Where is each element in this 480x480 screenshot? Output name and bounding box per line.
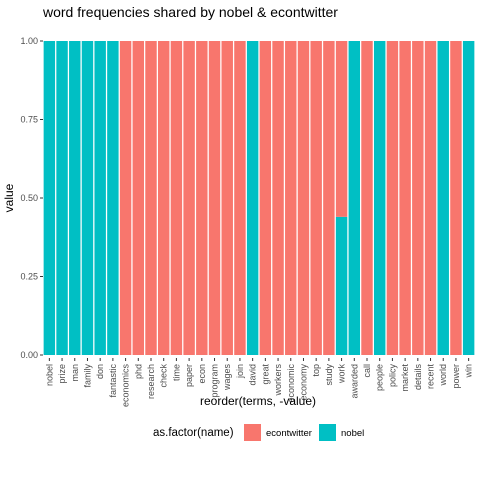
- bar-econtwitter-program: [208, 41, 221, 355]
- x-tick-label: power: [451, 364, 461, 389]
- y-axis-title: value: [2, 183, 16, 212]
- x-axis-title: reorder(terms, -value): [200, 394, 316, 408]
- bar-nobel-world: [437, 41, 449, 355]
- bar-econtwitter-time: [170, 41, 183, 355]
- x-tick-label: market: [400, 364, 410, 392]
- x-tick-label: policy: [387, 364, 397, 388]
- y-tick-label: 1.00: [20, 36, 38, 46]
- bar-nobel-family: [81, 41, 94, 355]
- bar-econtwitter-power: [450, 41, 462, 355]
- x-tick-label: time: [171, 364, 181, 381]
- x-tick-label: economics: [121, 364, 131, 408]
- x-tick-label: nobel: [44, 364, 54, 386]
- x-tick-label: win: [464, 364, 474, 379]
- legend: as.factor(name) econtwitter nobel: [153, 424, 364, 441]
- bar-nobel-man: [69, 41, 81, 355]
- x-tick-label: top: [311, 364, 321, 377]
- y-tick-label: 0.00: [20, 350, 38, 360]
- x-tick-label: fantastic: [108, 364, 118, 398]
- x-tick-label: david: [248, 364, 258, 386]
- x-tick-label: details: [413, 364, 423, 391]
- chart-title: word frequencies shared by nobel & econt…: [42, 4, 338, 20]
- bar-nobel-david: [246, 41, 259, 355]
- x-tick-label: don: [95, 364, 105, 379]
- y-tick-label: 0.75: [20, 115, 38, 125]
- x-tick-label: workers: [273, 364, 283, 397]
- x-tick-label: economic: [286, 364, 296, 403]
- bar-econtwitter-study: [323, 41, 335, 355]
- bar-econtwitter-phd: [132, 41, 145, 355]
- legend-key-econtwitter: [244, 424, 261, 441]
- bar-econtwitter-details: [412, 41, 424, 355]
- bar-econtwitter-top: [310, 41, 322, 355]
- x-tick-label: wages: [222, 364, 232, 392]
- bar-econtwitter-economic: [285, 41, 297, 355]
- legend-key-nobel: [319, 424, 336, 441]
- x-tick-label: prize: [57, 364, 67, 384]
- x-tick-label: check: [159, 364, 169, 388]
- x-tick-label: research: [146, 364, 156, 399]
- bar-econtwitter-great: [259, 41, 272, 355]
- x-tick-label: econ: [197, 364, 207, 384]
- bar-econtwitter-call: [361, 41, 373, 355]
- legend-label-econtwitter: econtwitter: [266, 428, 312, 439]
- bar-econtwitter-work: [335, 41, 348, 217]
- legend-title: as.factor(name): [153, 427, 234, 439]
- x-tick-label: join: [235, 364, 245, 379]
- x-tick-label: recent: [426, 364, 436, 390]
- x-tick-label: work: [337, 364, 347, 385]
- y-axis: 0.00 0.25 0.50 0.75 1.00: [20, 36, 43, 360]
- bar-econtwitter-policy: [386, 41, 399, 355]
- bar-econtwitter-check: [157, 41, 170, 355]
- bar-econtwitter-economics: [119, 41, 132, 355]
- bar-nobel-win: [462, 41, 475, 355]
- bar-nobel-work: [335, 216, 348, 355]
- y-tick-label: 0.25: [20, 272, 38, 282]
- legend-label-nobel: nobel: [341, 428, 364, 439]
- x-tick-label: call: [362, 364, 372, 378]
- bar-nobel-prize: [56, 41, 68, 355]
- bar-econtwitter-join: [234, 41, 246, 355]
- plot-area: [43, 41, 475, 355]
- bar-econtwitter-economy: [297, 41, 310, 355]
- bar-econtwitter-recent: [424, 41, 437, 355]
- bar-nobel-don: [94, 41, 106, 355]
- bar-nobel-awarded: [348, 41, 361, 355]
- x-tick-label: family: [82, 364, 92, 388]
- bar-nobel-fantastic: [107, 41, 119, 355]
- x-axis: nobel prize man family don fantastic economics…: [44, 358, 474, 408]
- x-tick-label: program: [210, 364, 220, 398]
- y-tick-label: 0.50: [20, 193, 38, 203]
- x-tick-label: people: [375, 364, 385, 391]
- bar-nobel-nobel: [43, 41, 56, 355]
- x-tick-label: paper: [184, 364, 194, 387]
- x-tick-label: economy: [298, 364, 308, 401]
- x-tick-label: great: [260, 364, 270, 385]
- bar-econtwitter-research: [145, 41, 157, 355]
- bar-econtwitter-paper: [183, 41, 195, 355]
- x-tick-label: phd: [133, 364, 143, 379]
- x-tick-label: man: [70, 364, 80, 382]
- x-tick-label: world: [438, 364, 448, 387]
- bar-econtwitter-wages: [221, 41, 233, 355]
- bar-nobel-people: [373, 41, 386, 355]
- x-tick-label: study: [324, 364, 334, 386]
- bar-econtwitter-market: [399, 41, 411, 355]
- x-tick-label: awarded: [349, 364, 359, 399]
- bar-econtwitter-workers: [272, 41, 284, 355]
- bar-econtwitter-econ: [196, 41, 208, 355]
